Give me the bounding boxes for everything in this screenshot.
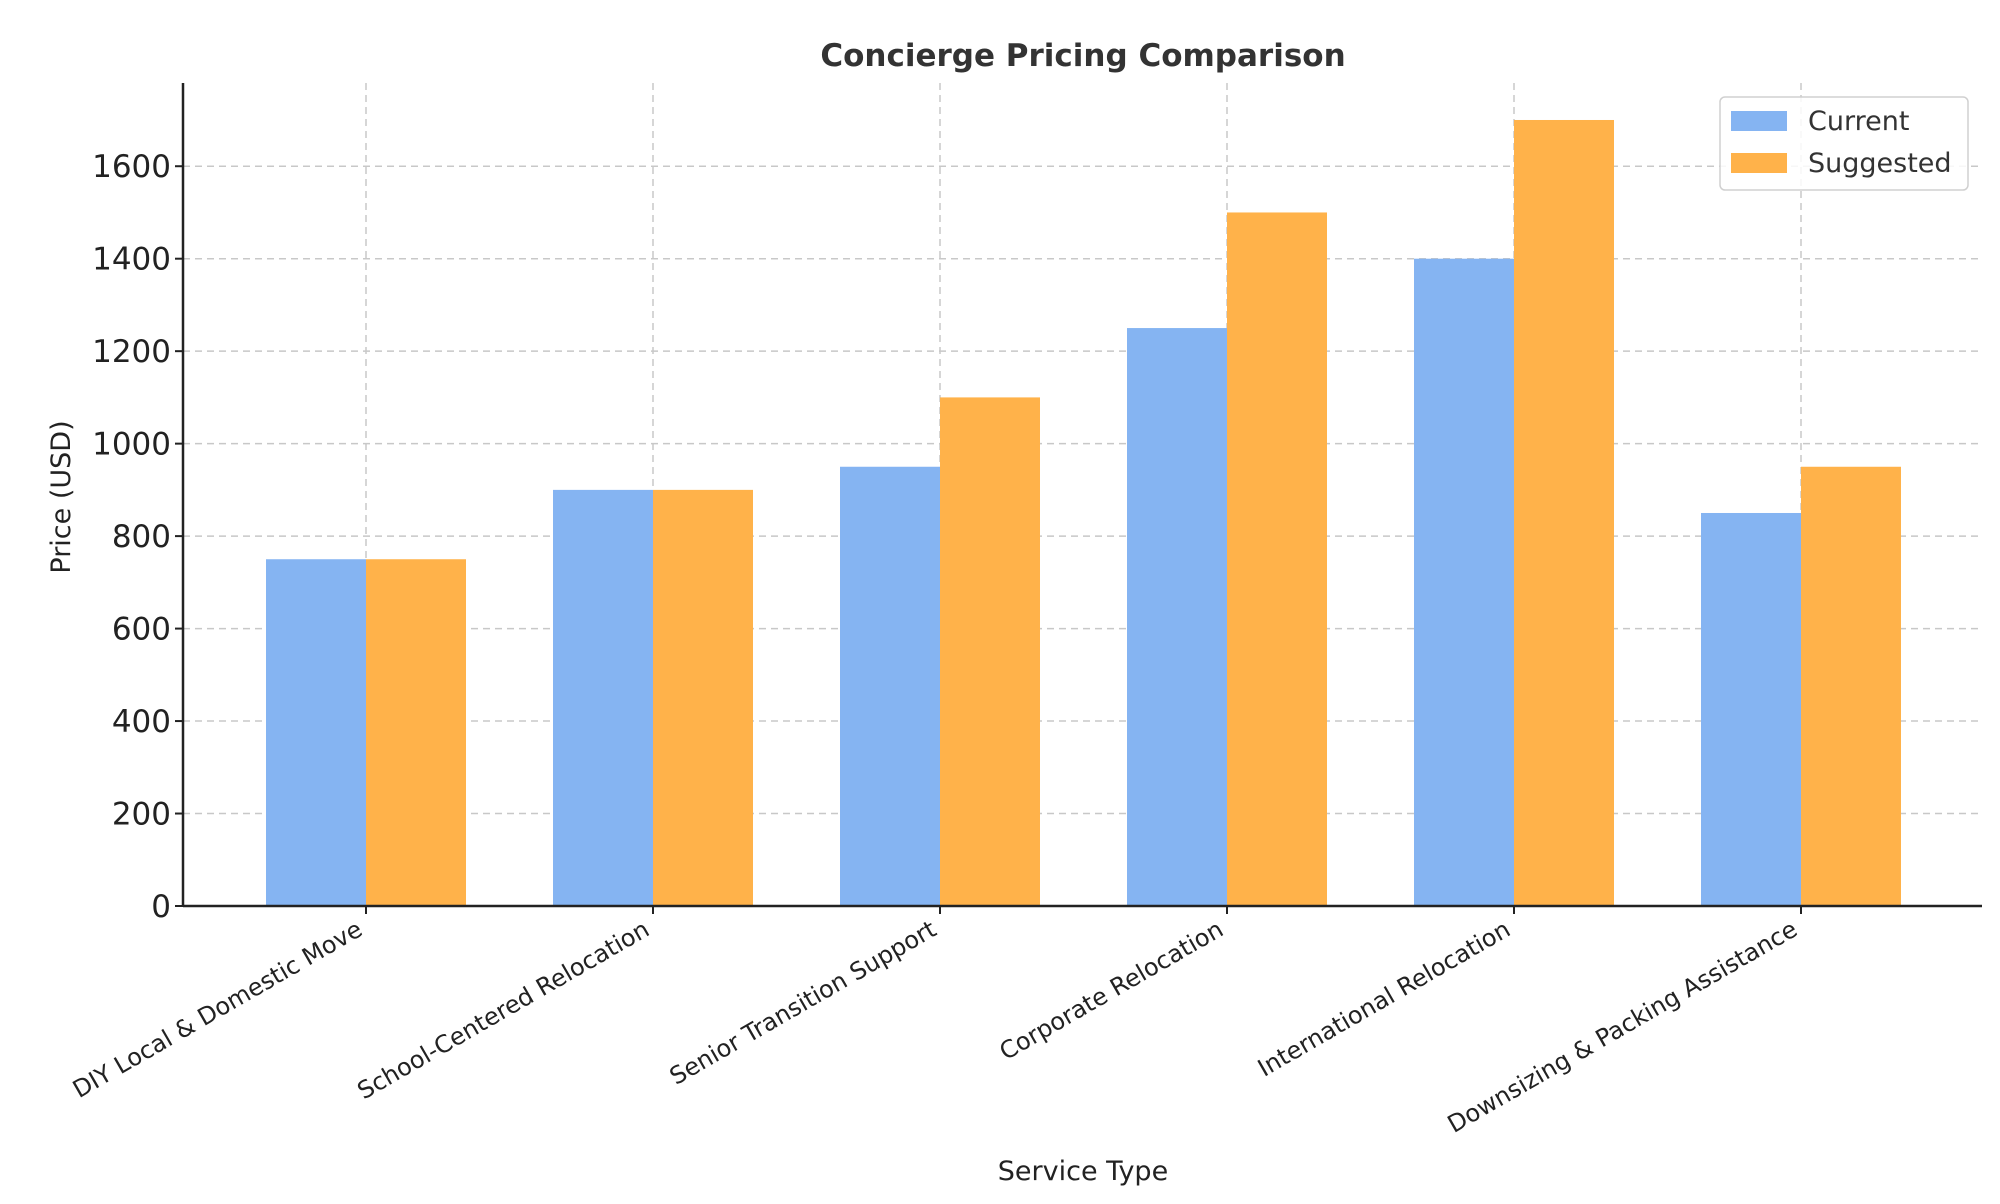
bar-suggested-5: [1801, 466, 1901, 906]
y-axis-ticks: 0 200 400 600 800 1000 1200 1400 1600: [92, 149, 183, 925]
chart-title: Concierge Pricing Comparison: [820, 38, 1345, 74]
y-tick-label: 1600: [92, 149, 171, 185]
legend-swatch-current: [1731, 111, 1787, 131]
legend-swatch-suggested: [1731, 153, 1787, 173]
x-tick-label: Senior Transition Support: [665, 915, 941, 1091]
x-tick-label: Corporate Relocation: [995, 915, 1228, 1066]
y-tick-label: 0: [151, 889, 171, 925]
bar-current-1: [553, 489, 653, 906]
x-tick-label: International Relocation: [1253, 915, 1515, 1082]
bar-suggested-2: [940, 397, 1040, 906]
bar-current-5: [1701, 512, 1801, 906]
legend-label-current: Current: [1808, 106, 1909, 137]
y-tick-label: 1400: [92, 242, 171, 278]
axes: [181, 83, 1982, 908]
bar-suggested-1: [653, 489, 753, 906]
bar-current-0: [266, 559, 366, 906]
legend: Current Suggested: [1719, 96, 1969, 191]
bars: [266, 119, 1901, 907]
legend-label-suggested: Suggested: [1808, 148, 1952, 179]
y-tick-label: 400: [112, 704, 171, 740]
x-axis-ticks: DIY Local & Domestic MoveSchool-Centered…: [68, 906, 1802, 1139]
bar-current-3: [1127, 328, 1227, 907]
bar-suggested-4: [1514, 119, 1614, 906]
x-tick-label: School-Centered Relocation: [353, 915, 654, 1105]
bar-suggested-3: [1227, 212, 1327, 906]
y-tick-label: 1200: [92, 334, 171, 370]
x-tick-label: DIY Local & Domestic Move: [68, 915, 367, 1104]
y-tick-label: 1000: [92, 427, 171, 463]
y-tick-label: 200: [112, 797, 171, 833]
bar-suggested-0: [366, 559, 466, 906]
y-tick-label: 800: [112, 519, 171, 555]
y-tick-label: 600: [112, 612, 171, 648]
y-axis-label: Price (USD): [46, 420, 77, 573]
bar-current-2: [840, 466, 940, 906]
x-axis-label: Service Type: [998, 1156, 1168, 1187]
bar-current-4: [1414, 258, 1514, 906]
